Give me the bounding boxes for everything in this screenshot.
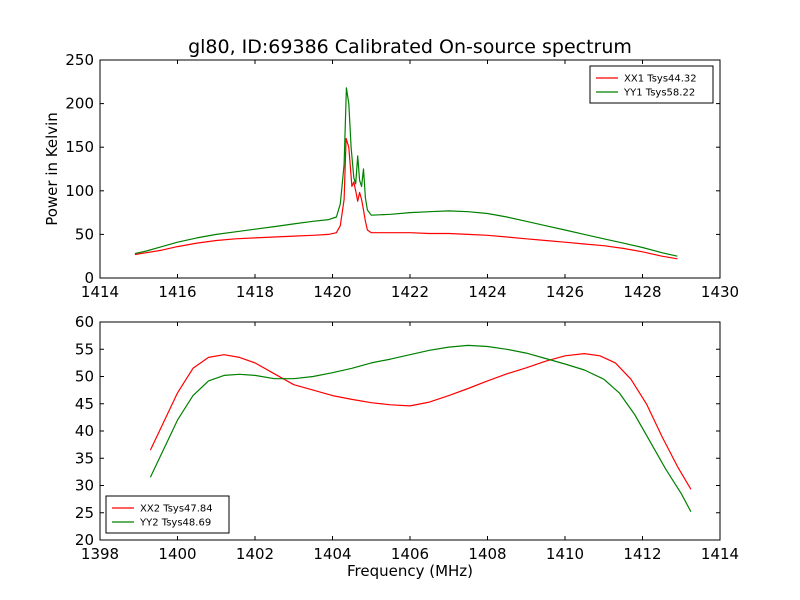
bottom-x-tick-label: 1414 [701,545,739,563]
top-legend-box [589,65,714,104]
bottom-x-axis-label: Frequency (MHz) [347,562,473,580]
top-x-tick-label: 1416 [158,283,196,301]
top-x-tick-label: 1420 [313,283,351,301]
top-x-tick-label: 1422 [391,283,429,301]
top-x-tick-label: 1426 [546,283,584,301]
top-y-tick-label: 150 [65,138,94,156]
bottom-legend: XX2 Tsys47.84 YY2 Tsys48.69 [105,495,230,534]
bottom-y-tick-label: 60 [75,313,94,331]
bottom-y-tick-label: 35 [75,449,94,467]
top-legend: XX1 Tsys44.32 YY1 Tsys58.22 [589,65,714,104]
top-panel: 1414 1416 1418 1420 1422 1424 1426 1428 1430 0 50 1… [65,51,739,301]
top-y-axis-label: Power in Kelvin [43,112,61,226]
bottom-x-tick-label: 1402 [236,545,274,563]
chart-title: gl80, ID:69386 Calibrated On-source spec… [188,36,632,58]
top-y-tick-label: 50 [75,225,94,243]
bottom-y-tick-label: 50 [75,368,94,386]
bottom-y-tick-label: 30 [75,477,94,495]
bottom-y-tick-label: 25 [75,504,94,522]
top-y-tick-label: 250 [65,51,94,69]
top-legend-entry: YY1 Tsys58.22 [623,88,695,99]
bottom-legend-entry: YY2 Tsys48.69 [139,518,211,529]
bottom-x-tick-label: 1398 [81,545,119,563]
top-x-tick-label: 1414 [81,283,119,301]
top-series-2-line [134,87,678,257]
top-y-tick-label: 100 [65,182,94,200]
bottom-x-tick-label: 1410 [546,545,584,563]
top-y-tick-label: 0 [84,269,94,287]
bottom-x-tick-label: 1408 [468,545,506,563]
top-y-tick-label: 200 [65,95,94,113]
bottom-legend-box [105,495,230,534]
top-x-tick-label: 1424 [468,283,506,301]
bottom-y-tick-label: 55 [75,340,94,358]
bottom-y-tick-label: 20 [75,531,94,549]
bottom-y-tick-label: 45 [75,395,94,413]
top-series-1-line [134,137,678,260]
bottom-series-2-line [149,344,692,512]
top-x-tick-label: 1428 [623,283,661,301]
bottom-y-tick-label: 40 [75,422,94,440]
bottom-x-tick-label: 1400 [158,545,196,563]
top-x-tick-label: 1418 [236,283,274,301]
bottom-series-1-line [149,353,692,490]
top-legend-entry: XX1 Tsys44.32 [624,74,697,85]
top-x-tick-label: 1430 [701,283,739,301]
bottom-x-tick-label: 1412 [623,545,661,563]
bottom-legend-entry: XX2 Tsys47.84 [140,504,213,515]
bottom-x-tick-label: 1406 [391,545,429,563]
bottom-x-tick-label: 1404 [313,545,351,563]
bottom-panel: 1398 1400 1402 1404 1406 1408 1410 1412 1414 20 25… [75,313,739,563]
